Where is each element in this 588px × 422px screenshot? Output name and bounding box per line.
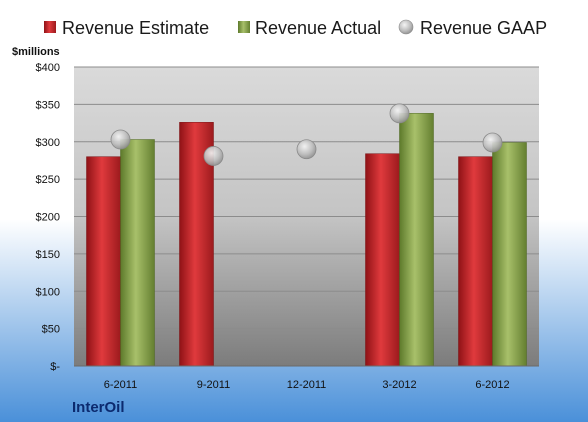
y-tick-label: $400 <box>36 62 60 74</box>
x-tick-label: 6-2012 <box>475 379 509 391</box>
bar-revenue-actual <box>492 142 527 367</box>
bar-revenue-estimate <box>365 153 400 367</box>
x-tick-label: 9-2011 <box>197 379 230 391</box>
x-tick-label: 6-2011 <box>104 379 137 391</box>
x-tick-labels: 6-2011 9-2011 12-2011 3-2012 6-2012 <box>104 379 510 391</box>
bars <box>86 113 527 367</box>
y-tick-label: $100 <box>36 286 60 298</box>
legend-label-actual: Revenue Actual <box>255 18 381 38</box>
y-tick-labels: $- $50 $100 $150 $200 $250 $300 $350 $400 <box>36 62 61 373</box>
x-tick-label: 12-2011 <box>287 379 327 391</box>
y-tick-label: $50 <box>42 324 60 336</box>
point-revenue-gaap <box>203 146 224 166</box>
y-tick-label: $300 <box>36 137 60 149</box>
bar-revenue-estimate <box>86 156 121 367</box>
bar-revenue-actual <box>399 113 434 367</box>
point-revenue-gaap <box>296 139 317 160</box>
company-name: InterOil <box>72 399 125 416</box>
legend-label-estimate: Revenue Estimate <box>62 18 209 38</box>
bar-revenue-estimate <box>458 156 493 367</box>
legend-label-gaap: Revenue GAAP <box>420 18 547 38</box>
bar-revenue-actual <box>120 139 155 367</box>
y-tick-label: $150 <box>36 249 60 261</box>
gaap-points <box>110 103 503 166</box>
y-tick-label: $350 <box>36 99 60 111</box>
legend: Revenue Estimate Revenue Actual Revenue … <box>44 18 547 38</box>
y-unit-label: $millions <box>12 46 60 58</box>
y-tick-label: $250 <box>36 174 60 186</box>
legend-swatch-actual <box>238 21 250 33</box>
y-tick-label: $200 <box>36 212 60 224</box>
x-tick-label: 3-2012 <box>382 379 416 391</box>
legend-swatch-gaap <box>398 19 414 35</box>
legend-swatch-estimate <box>44 21 56 33</box>
point-revenue-gaap <box>389 103 410 124</box>
point-revenue-gaap <box>482 132 503 153</box>
point-revenue-gaap <box>110 129 131 150</box>
y-tick-label: $- <box>50 361 60 373</box>
